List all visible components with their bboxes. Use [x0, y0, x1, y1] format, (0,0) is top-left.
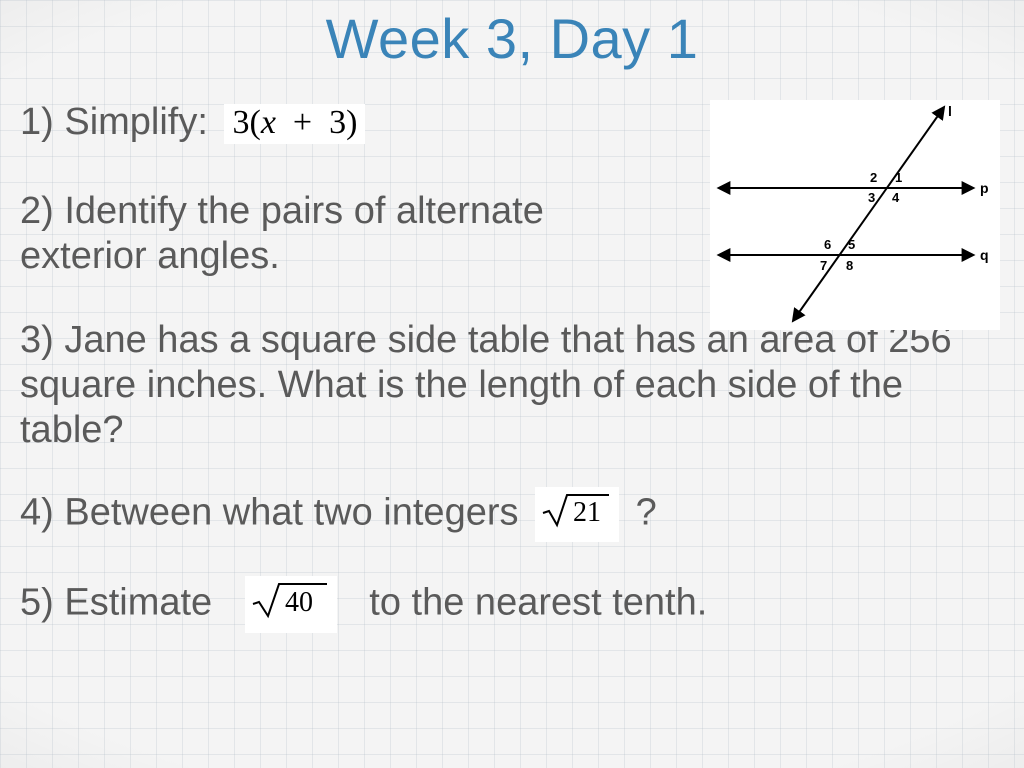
angle-7: 7: [820, 258, 827, 273]
q1-prefix: 1) Simplify:: [20, 101, 208, 143]
q4-radicand: 21: [573, 497, 601, 528]
question-3: 3) Jane has a square side table that has…: [20, 318, 980, 452]
label-q: q: [980, 247, 989, 263]
q1-expression: 3(x + 3): [224, 104, 365, 144]
q1-coef: 3: [232, 104, 249, 141]
q1-plus: +: [293, 104, 312, 141]
q1-num: 3: [329, 104, 346, 141]
q5-prefix: 5) Estimate: [20, 581, 212, 623]
angle-4: 4: [892, 190, 900, 205]
q5-suffix: to the nearest tenth.: [369, 581, 707, 623]
angle-1: 1: [895, 170, 902, 185]
angle-6: 6: [824, 237, 831, 252]
label-l: l: [948, 103, 952, 119]
transversal-diagram: l p q 1 2 3 4 5 6 7 8: [710, 100, 1000, 330]
q4-prefix: 4) Between what two integers: [20, 491, 519, 533]
label-p: p: [980, 180, 989, 196]
angle-8: 8: [846, 258, 853, 273]
angle-3: 3: [868, 190, 875, 205]
q4-sqrt: 21: [535, 487, 619, 542]
page-title: Week 3, Day 1: [0, 0, 1024, 71]
q4-suffix: ?: [636, 491, 657, 533]
q5-sqrt: 40: [245, 576, 337, 633]
q1-var: x: [261, 104, 276, 141]
question-2: 2) Identify the pairs of alternate exter…: [20, 189, 660, 279]
question-5: 5) Estimate 40 to the nearest tenth.: [20, 576, 1004, 633]
question-4: 4) Between what two integers 21 ?: [20, 487, 1004, 542]
q5-radicand: 40: [285, 587, 313, 618]
angle-2: 2: [870, 170, 877, 185]
angle-5: 5: [848, 237, 855, 252]
